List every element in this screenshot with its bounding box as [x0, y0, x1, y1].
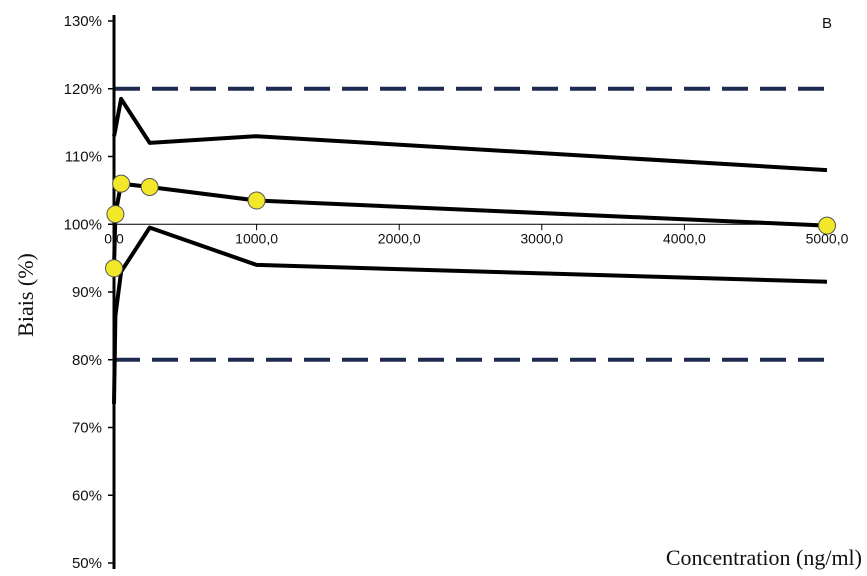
x-axis-label: Concentration (ng/ml)	[666, 545, 862, 570]
y-tick-label: 70%	[72, 420, 102, 437]
data-point	[247, 191, 266, 210]
data-point	[140, 177, 159, 196]
x-tick-label: 3000,0	[520, 230, 563, 246]
x-tick-labels: 0,0 1000,0 2000,0 3000,0 4000,0 5000,0	[104, 230, 848, 246]
panel-label: B	[822, 15, 832, 32]
data-point	[818, 216, 836, 235]
series-line-3	[112, 225, 828, 404]
data-point	[106, 205, 125, 224]
axes	[108, 15, 828, 569]
x-tick-label: 4000,0	[663, 230, 706, 246]
series-line-1	[112, 181, 828, 269]
y-tick-label: 120%	[64, 81, 102, 98]
x-tick-label: 1000,0	[235, 230, 278, 246]
y-tick-label: 50%	[72, 555, 102, 572]
y-tick-label: 60%	[72, 487, 102, 504]
x-tick-label: 0,0	[104, 230, 124, 246]
data-point	[105, 259, 123, 278]
y-tick-label: 130%	[64, 13, 102, 30]
y-tick-label: 80%	[72, 352, 102, 369]
series-line-2	[112, 96, 828, 173]
y-tick-labels: 50% 60% 70% 80% 90% 100% 110% 120% 130%	[64, 13, 102, 572]
y-tick-label: 100%	[64, 216, 102, 233]
y-tick-label: 90%	[72, 284, 102, 301]
x-tick-label: 5000,0	[806, 230, 849, 246]
x-tick-label: 2000,0	[378, 230, 421, 246]
data-point	[112, 174, 131, 193]
markers	[105, 174, 836, 278]
limit-lines	[114, 86, 827, 362]
y-axis-label: Biais (%)	[13, 253, 38, 337]
y-tick-label: 110%	[65, 149, 102, 166]
